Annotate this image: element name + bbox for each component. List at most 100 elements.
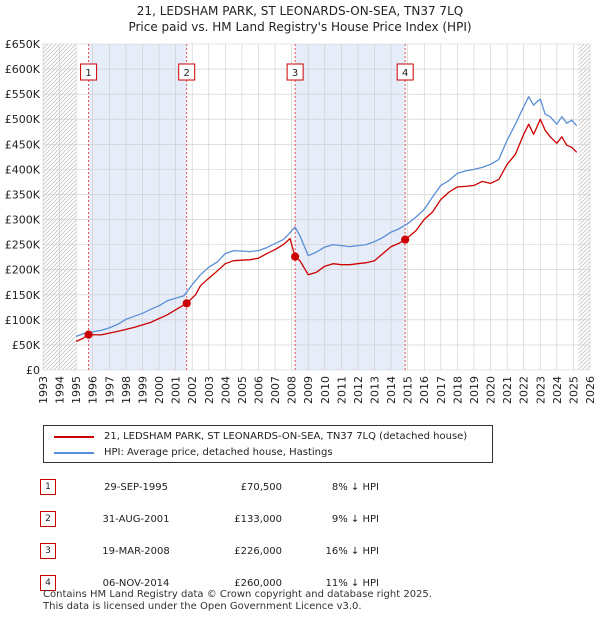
y-tick-label: £50K [12, 339, 41, 352]
sale-point [84, 330, 93, 339]
x-tick-label: 2020 [485, 376, 498, 404]
x-tick-label: 2013 [369, 376, 382, 404]
x-tick-label: 2014 [385, 376, 398, 404]
sale-label-frame [286, 63, 304, 81]
x-tick-label: 2012 [352, 376, 365, 404]
sale-price: £260,000 [234, 577, 282, 589]
footer-line-1: Contains HM Land Registry data © Crown c… [43, 589, 432, 600]
y-tick-label: £100K [5, 314, 41, 327]
x-tick-label: 2004 [219, 376, 232, 404]
y-tick-label: £600K [5, 63, 41, 76]
x-tick-label: 2022 [518, 376, 531, 404]
x-tick-label: 2003 [203, 376, 216, 404]
x-tick-label: 2021 [501, 376, 514, 404]
footer-line-2: This data is licensed under the Open Gov… [43, 601, 362, 612]
x-tick-label: 1993 [37, 376, 50, 404]
sale-label-box: 2 [178, 63, 196, 81]
x-tick-label: 2024 [551, 376, 564, 404]
sale-number-badge: 4 [40, 575, 56, 591]
y-tick-label: £650K [5, 38, 41, 51]
x-tick-label: 2008 [286, 376, 299, 404]
y-tick-label: £500K [5, 113, 41, 126]
sale-label-text: 1 [85, 68, 91, 79]
x-tick-label: 2026 [584, 376, 597, 404]
y-tick-label: £0 [26, 364, 40, 377]
legend-swatch-hpi [54, 452, 94, 454]
sale-date: 06-NOV-2014 [102, 577, 170, 589]
x-tick-label: 2025 [567, 376, 580, 404]
price-chart: 1 2 3 4 £0 £50K £100K £150K £200K £250K £300K £350… [5, 38, 597, 404]
x-tick-label: 2015 [402, 376, 415, 404]
sale-number-badge: 1 [40, 479, 56, 495]
hatched-no-data-right [578, 44, 590, 370]
sale-label-text: 2 [184, 68, 190, 79]
sale-label-frame [396, 63, 414, 81]
y-tick-label: £250K [5, 239, 41, 252]
sale-label-box: 3 [286, 63, 304, 81]
sale-point [401, 235, 410, 244]
sale-hpi-diff: 8% ↓ HPI [331, 481, 379, 493]
x-tick-label: 2017 [435, 376, 448, 404]
x-tick-label: 2005 [236, 376, 249, 404]
sale-date: 19-MAR-2008 [102, 545, 170, 557]
x-tick-label: 2011 [335, 376, 348, 404]
y-tick-label: £200K [5, 264, 41, 277]
sale-label-text: 4 [402, 68, 408, 79]
y-tick-label: £450K [5, 138, 41, 151]
shaded-period [88, 44, 187, 370]
chart-title: 21, LEDSHAM PARK, ST LEONARDS-ON-SEA, TN… [136, 4, 464, 18]
sale-label-frame [80, 63, 98, 81]
x-tick-label: 1998 [120, 376, 133, 404]
sale-label-frame [178, 63, 196, 81]
y-tick-label: £350K [5, 188, 41, 201]
x-tick-label: 1997 [103, 376, 116, 404]
sale-row: 1 29-SEP-1995 £70,500 8% ↓ HPI [40, 471, 379, 503]
y-tick-label: £550K [5, 88, 41, 101]
x-tick-label: 2007 [269, 376, 282, 404]
x-tick-label: 1999 [136, 376, 149, 404]
sale-label-text: 3 [292, 68, 298, 79]
x-tick-label: 2018 [451, 376, 464, 404]
x-tick-label: 1994 [54, 376, 67, 404]
sale-date: 31-AUG-2001 [102, 513, 170, 525]
footer-attribution: Contains HM Land Registry data © Crown c… [43, 589, 432, 613]
sale-row: 2 31-AUG-2001 £133,000 9% ↓ HPI [40, 503, 379, 535]
sale-price: £226,000 [234, 545, 282, 557]
x-tick-label: 2019 [468, 376, 481, 404]
legend-label-property: 21, LEDSHAM PARK, ST LEONARDS-ON-SEA, TN… [104, 431, 468, 442]
x-tick-label: 2016 [418, 376, 431, 404]
sale-point [182, 299, 191, 308]
sale-row: 3 19-MAR-2008 £226,000 16% ↓ HPI [40, 535, 379, 567]
sale-point [291, 252, 300, 261]
y-tick-label: £400K [5, 163, 41, 176]
sale-number-badge: 2 [40, 511, 56, 527]
y-tick-label: £300K [5, 214, 41, 227]
hpi-line [75, 96, 578, 338]
sale-price: £70,500 [240, 481, 282, 493]
x-tick-label: 1995 [70, 376, 83, 404]
y-tick-label: £150K [5, 289, 41, 302]
sale-number-badge: 3 [40, 543, 56, 559]
legend-label-hpi: HPI: Average price, detached house, Hast… [104, 447, 333, 458]
chart-subtitle: Price paid vs. HM Land Registry's House … [128, 20, 472, 34]
sale-row: 4 06-NOV-2014 £260,000 11% ↓ HPI [40, 567, 379, 599]
sale-price: £133,000 [234, 513, 282, 525]
sales-table: 1 29-SEP-1995 £70,500 8% ↓ HPI 2 31-AUG-… [40, 471, 379, 599]
shaded-period [295, 44, 406, 370]
legend: 21, LEDSHAM PARK, ST LEONARDS-ON-SEA, TN… [43, 425, 493, 463]
sale-label-box: 1 [80, 63, 98, 81]
sale-label-box: 4 [396, 63, 414, 81]
property-price-line [75, 118, 578, 342]
x-tick-label: 2002 [186, 376, 199, 404]
x-tick-label: 2023 [534, 376, 547, 404]
sale-hpi-diff: 16% ↓ HPI [325, 545, 379, 557]
sale-date: 29-SEP-1995 [104, 481, 168, 493]
legend-swatch-property [54, 436, 94, 438]
x-tick-label: 2010 [319, 376, 332, 404]
x-tick-label: 1996 [87, 376, 100, 404]
x-tick-label: 2001 [170, 376, 183, 404]
x-tick-label: 2000 [153, 376, 166, 404]
sale-hpi-diff: 11% ↓ HPI [325, 577, 379, 589]
x-tick-label: 2006 [252, 376, 265, 404]
sale-hpi-diff: 9% ↓ HPI [331, 513, 379, 525]
